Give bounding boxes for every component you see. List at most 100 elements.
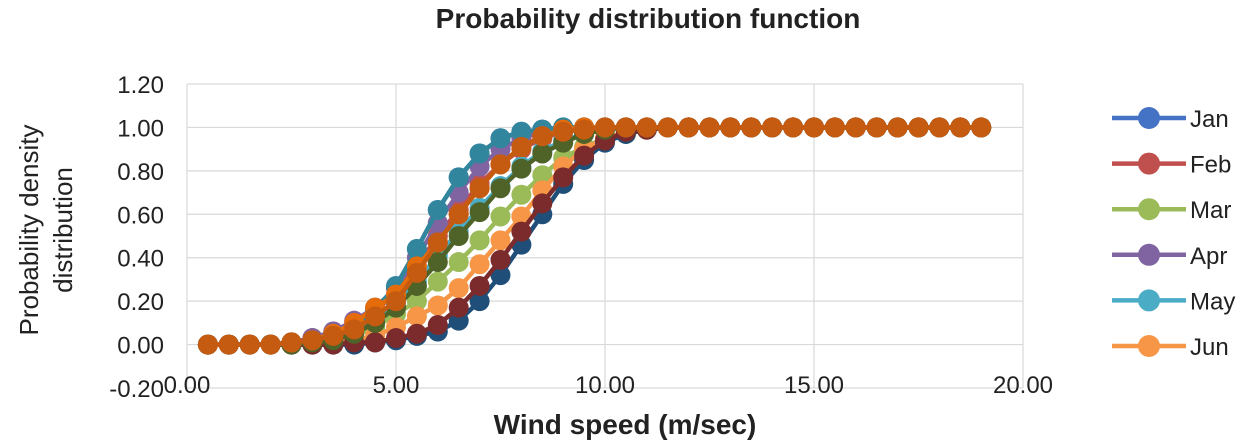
data-point-dec	[950, 117, 971, 138]
data-point-oct	[490, 128, 511, 149]
data-point-dec	[386, 291, 406, 312]
data-point-dec	[720, 117, 741, 138]
data-point-oct	[511, 121, 532, 142]
data-point-aug	[448, 297, 469, 318]
data-point-aug	[553, 167, 574, 188]
legend-marker	[1138, 107, 1160, 129]
legend-label: Apr	[1190, 243, 1227, 270]
data-point-dec	[469, 178, 490, 199]
data-point-dec	[887, 117, 908, 138]
data-series	[197, 117, 992, 355]
data-point-dec	[678, 117, 699, 138]
data-point-mar	[490, 206, 511, 227]
data-point-jul	[469, 291, 490, 312]
x-axis-title: Wind speed (m/sec)	[494, 409, 757, 440]
data-point-aug	[532, 193, 553, 214]
legend-item-mar: Mar	[1112, 197, 1231, 224]
legend-marker	[1138, 335, 1160, 357]
legend-label: Jan	[1190, 106, 1229, 133]
series-dec	[197, 117, 992, 355]
data-point-dec	[657, 117, 678, 138]
legend-marker	[1138, 152, 1160, 175]
data-point-dec	[929, 117, 950, 138]
data-point-dec	[490, 154, 511, 175]
x-tick-label: 10.00	[575, 372, 635, 399]
series-line-may	[207, 125, 982, 347]
y-axis-title-line2: distribution	[48, 167, 78, 293]
data-point-mar	[427, 271, 448, 292]
legend-label: Jun	[1190, 334, 1229, 361]
data-point-jul	[490, 265, 511, 286]
data-point-mar	[448, 252, 469, 273]
data-point-mar	[532, 165, 553, 186]
data-point-dec	[448, 204, 469, 225]
data-point-dec	[281, 332, 302, 353]
series-line-mar	[207, 125, 982, 347]
data-point-jun	[490, 230, 511, 251]
series-line-apr	[207, 125, 982, 347]
y-tick-label: 0.00	[117, 333, 164, 360]
data-point-dec	[365, 306, 386, 327]
data-point-dec	[845, 117, 866, 138]
legend-label: Feb	[1190, 152, 1231, 179]
data-point-dec	[574, 119, 595, 140]
x-tick-label: 15.00	[784, 372, 844, 399]
data-point-jun	[427, 295, 448, 316]
data-point-sep	[469, 202, 490, 223]
data-point-dec	[824, 117, 845, 138]
data-point-oct	[469, 143, 490, 164]
series-line-nov	[207, 125, 982, 347]
data-point-oct	[448, 167, 469, 188]
data-point-dec	[783, 117, 804, 138]
y-tick-label: 0.40	[117, 246, 164, 273]
legend-marker	[1138, 289, 1160, 312]
data-point-dec	[741, 117, 762, 138]
data-point-aug	[365, 332, 386, 353]
data-point-dec	[971, 117, 992, 138]
data-point-dec	[636, 117, 657, 138]
data-point-dec	[615, 117, 636, 138]
data-point-dec	[197, 334, 218, 355]
series-line-jun	[207, 125, 982, 347]
series-line-sep	[207, 125, 982, 347]
x-tick-label: 0.00	[164, 372, 211, 399]
legend-label: May	[1190, 288, 1235, 315]
y-axis-title-line1: Probability density	[14, 125, 44, 336]
data-point-dec	[595, 117, 615, 138]
y-tick-label: 1.00	[117, 115, 164, 142]
legend-item-apr: Apr	[1112, 243, 1227, 270]
data-point-sep	[511, 158, 532, 179]
y-tick-label: 0.60	[117, 202, 164, 229]
x-tick-labels: 0.00 5.00 10.00 15.00 20.00	[164, 372, 1053, 399]
data-point-sep	[490, 178, 511, 199]
data-point-sep	[532, 143, 553, 164]
series-line-jul	[207, 125, 982, 347]
data-point-dec	[511, 136, 532, 157]
series-line-oct	[207, 125, 982, 347]
data-point-mar	[469, 230, 490, 251]
data-point-dec	[908, 117, 929, 138]
legend-item-jan: Jan	[1112, 106, 1229, 133]
data-point-aug	[511, 221, 532, 242]
legend-label: Mar	[1190, 197, 1231, 224]
data-point-jun	[406, 306, 427, 327]
data-point-dec	[302, 330, 323, 351]
data-point-dec	[260, 334, 281, 355]
legend-marker	[1138, 198, 1160, 221]
data-point-dec	[218, 334, 239, 355]
y-tick-label: 0.80	[117, 159, 164, 186]
data-point-oct	[406, 239, 427, 260]
data-point-sep	[448, 226, 469, 246]
data-point-jun	[469, 254, 490, 275]
y-tick-labels: -0.20 0.00 0.20 0.40 0.60 0.80 1.00 1.20	[109, 72, 164, 403]
data-point-dec	[866, 117, 887, 138]
legend-item-jun: Jun	[1112, 334, 1229, 361]
series-line-jan	[207, 125, 982, 347]
legend-marker	[1138, 243, 1160, 266]
series-line-feb	[207, 125, 982, 347]
data-point-jun	[448, 278, 469, 299]
chart-title: Probability distribution function	[436, 3, 861, 34]
x-tick-label: 20.00	[993, 372, 1053, 399]
data-point-dec	[344, 319, 365, 340]
x-tick-label: 5.00	[373, 372, 420, 399]
